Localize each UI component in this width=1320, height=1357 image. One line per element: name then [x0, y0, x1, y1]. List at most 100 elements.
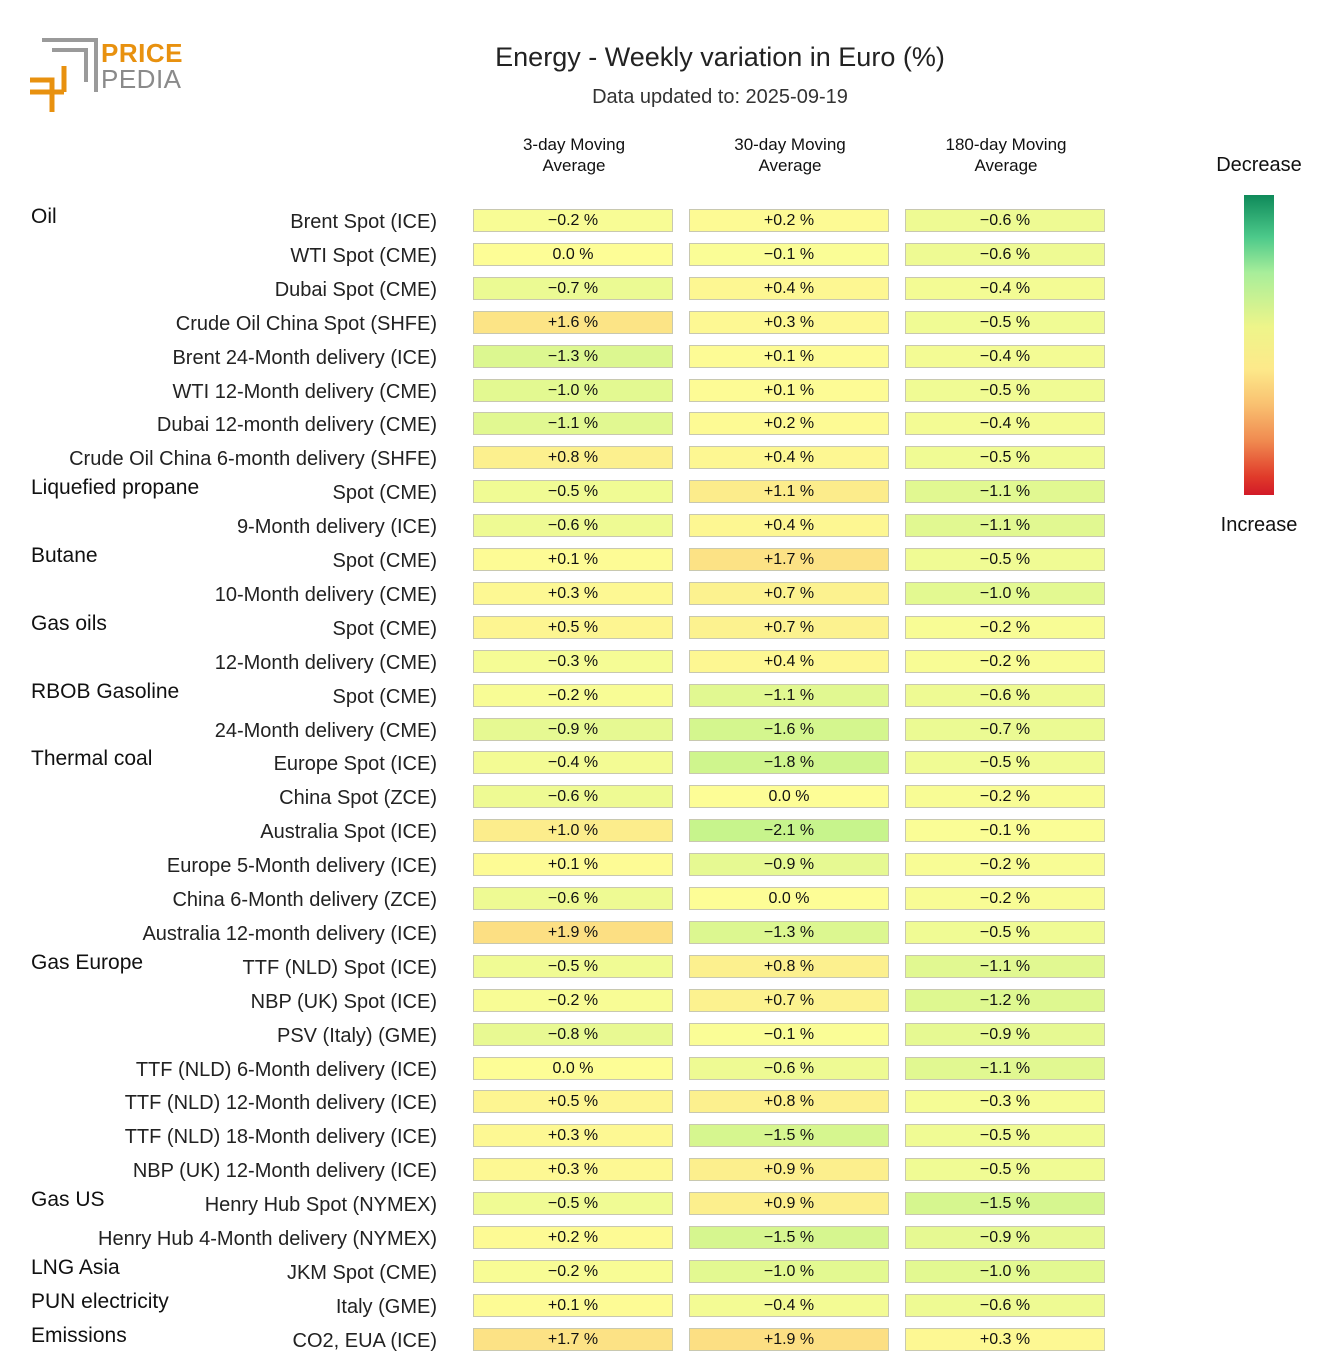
column-header-3day-line1: 3-day Moving — [522, 135, 626, 154]
heatmap-cell: −0.6 % — [905, 1293, 1105, 1317]
row-label: Italy (GME) — [335, 1295, 437, 1318]
row-label: Europe Spot (ICE) — [273, 753, 437, 776]
heatmap-cell: +0.4 % — [689, 514, 889, 538]
heatmap-cell: +0.1 % — [473, 548, 673, 571]
row-label: Europe 5-Month delivery (ICE) — [166, 855, 437, 878]
heatmap-cell: −0.2 % — [905, 853, 1105, 877]
heatmap-cell: −1.1 % — [905, 514, 1105, 538]
heatmap-cell: −0.6 % — [473, 785, 673, 809]
row-label: TTF (NLD) 12-Month delivery (ICE) — [124, 1092, 437, 1115]
heatmap-cell: −2.1 % — [689, 819, 889, 843]
heatmap-cell: +0.8 % — [689, 1090, 889, 1114]
heatmap-cell: +0.7 % — [689, 615, 889, 639]
heatmap-cell: −0.2 % — [473, 683, 673, 707]
heatmap-cell: +0.2 % — [689, 209, 889, 232]
heatmap-cell: −0.3 % — [905, 1090, 1105, 1114]
row-label: Crude Oil China Spot (SHFE) — [175, 312, 437, 335]
heatmap-cell: −0.5 % — [905, 920, 1105, 944]
heatmap-cell: +0.1 % — [689, 378, 889, 402]
column-header-180day-line2: Average — [974, 156, 1038, 175]
heatmap-cell: −0.5 % — [905, 1124, 1105, 1148]
row-label: 10-Month delivery (CME) — [214, 583, 437, 606]
row-label: Crude Oil China 6-month delivery (SHFE) — [69, 448, 437, 471]
legend-color-scale — [1244, 195, 1274, 495]
heatmap-cell: +0.5 % — [473, 615, 673, 639]
heatmap-cell: −1.1 % — [473, 412, 673, 436]
heatmap-cell: −0.5 % — [905, 548, 1105, 571]
row-label: Australia Spot (ICE) — [260, 821, 437, 844]
heatmap-cell: −0.4 % — [905, 344, 1105, 368]
heatmap-cell: −0.9 % — [473, 717, 673, 741]
heatmap-cell: −1.3 % — [689, 920, 889, 944]
group-label: Emissions — [31, 1323, 127, 1347]
heatmap-cell: −1.2 % — [905, 988, 1105, 1012]
row-label: WTI Spot (CME) — [290, 244, 437, 267]
legend-decrease-label: Decrease — [1216, 154, 1302, 176]
heatmap-cell: 0.0 % — [473, 242, 673, 266]
column-header-30day: 30-day Moving Average — [689, 134, 891, 176]
heatmap-cell: −0.6 % — [473, 514, 673, 538]
chart-subtitle: Data updated to: 2025-09-19 — [592, 86, 848, 108]
heatmap-cell: −0.6 % — [689, 1056, 889, 1080]
heatmap-cell: −0.2 % — [905, 785, 1105, 809]
heatmap-cell: +1.1 % — [689, 480, 889, 504]
row-label: Brent Spot (ICE) — [290, 211, 437, 233]
heatmap-cell: +0.4 % — [689, 649, 889, 673]
heatmap-cell: −1.1 % — [905, 1056, 1105, 1080]
heatmap-cell: −0.5 % — [905, 378, 1105, 402]
heatmap-cell: 0.0 % — [689, 887, 889, 910]
group-label: RBOB Gasoline — [31, 679, 180, 703]
row-label: Henry Hub 4-Month delivery (NYMEX) — [98, 1228, 437, 1250]
heatmap-cell: −0.7 % — [905, 717, 1105, 741]
group-label: Liquefied propane — [31, 476, 200, 500]
column-header-180day: 180-day Moving Average — [905, 134, 1107, 176]
heatmap-cell: −1.1 % — [905, 480, 1105, 504]
column-header-3day: 3-day Moving Average — [473, 134, 675, 176]
row-label: China Spot (ZCE) — [279, 787, 437, 810]
heatmap-cell: −0.8 % — [473, 1022, 673, 1046]
heatmap-cell: −1.5 % — [689, 1226, 889, 1249]
row-label: Spot (CME) — [332, 685, 437, 708]
heatmap-cell: −0.4 % — [689, 1293, 889, 1317]
heatmap-cell: +0.5 % — [473, 1090, 673, 1114]
heatmap-cell: +0.2 % — [689, 412, 889, 436]
column-header-30day-line1: 30-day Moving — [734, 135, 846, 154]
heatmap-cell: +1.7 % — [689, 548, 889, 571]
heatmap-cell: −1.3 % — [473, 344, 673, 368]
heatmap-cell: +0.3 % — [473, 1124, 673, 1148]
heatmap-cell: −1.5 % — [689, 1124, 889, 1148]
column-header-30day-line2: Average — [758, 156, 822, 175]
row-label: TTF (NLD) 6-Month delivery (ICE) — [135, 1058, 437, 1081]
heatmap-cell: −0.6 % — [905, 242, 1105, 266]
heatmap-cell: +1.9 % — [473, 920, 673, 944]
heatmap-cell: −0.1 % — [689, 242, 889, 266]
row-label: Dubai 12-month delivery (CME) — [156, 414, 437, 437]
heatmap-cell: −0.5 % — [905, 1158, 1105, 1182]
heatmap-cell: −1.6 % — [689, 717, 889, 741]
heatmap-cell: +0.1 % — [473, 853, 673, 877]
row-label: CO2, EUA (ICE) — [292, 1329, 437, 1352]
heatmap-cell: +0.7 % — [689, 988, 889, 1012]
heatmap-cell: +0.8 % — [473, 446, 673, 470]
heatmap-cell: −0.9 % — [689, 853, 889, 877]
group-label: Gas Europe — [31, 950, 144, 974]
group-label: PUN electricity — [31, 1289, 169, 1313]
heatmap-cell: −0.4 % — [905, 276, 1105, 300]
heatmap-cell: −0.1 % — [905, 819, 1105, 843]
heatmap-cell: −0.9 % — [905, 1226, 1105, 1249]
heatmap-cell: +0.9 % — [689, 1158, 889, 1182]
row-label: Australia 12-month delivery (ICE) — [142, 922, 437, 945]
group-label: Butane — [31, 544, 98, 567]
row-label: 24-Month delivery (CME) — [214, 719, 437, 742]
heatmap-cell: −1.1 % — [905, 954, 1105, 978]
row-label: TTF (NLD) 18-Month delivery (ICE) — [124, 1126, 437, 1149]
heatmap-cell: −1.8 % — [689, 751, 889, 775]
heatmap-cell: −1.5 % — [905, 1192, 1105, 1216]
group-label: Thermal coal — [31, 747, 153, 771]
heatmap-cell: +0.4 % — [689, 446, 889, 470]
heatmap-cell: +1.6 % — [473, 310, 673, 334]
logo-word-price: PRICE — [101, 38, 183, 68]
heatmap-cell: −1.1 % — [689, 683, 889, 707]
row-label: China 6-Month delivery (ZCE) — [172, 889, 437, 911]
row-label: NBP (UK) Spot (ICE) — [250, 990, 437, 1013]
